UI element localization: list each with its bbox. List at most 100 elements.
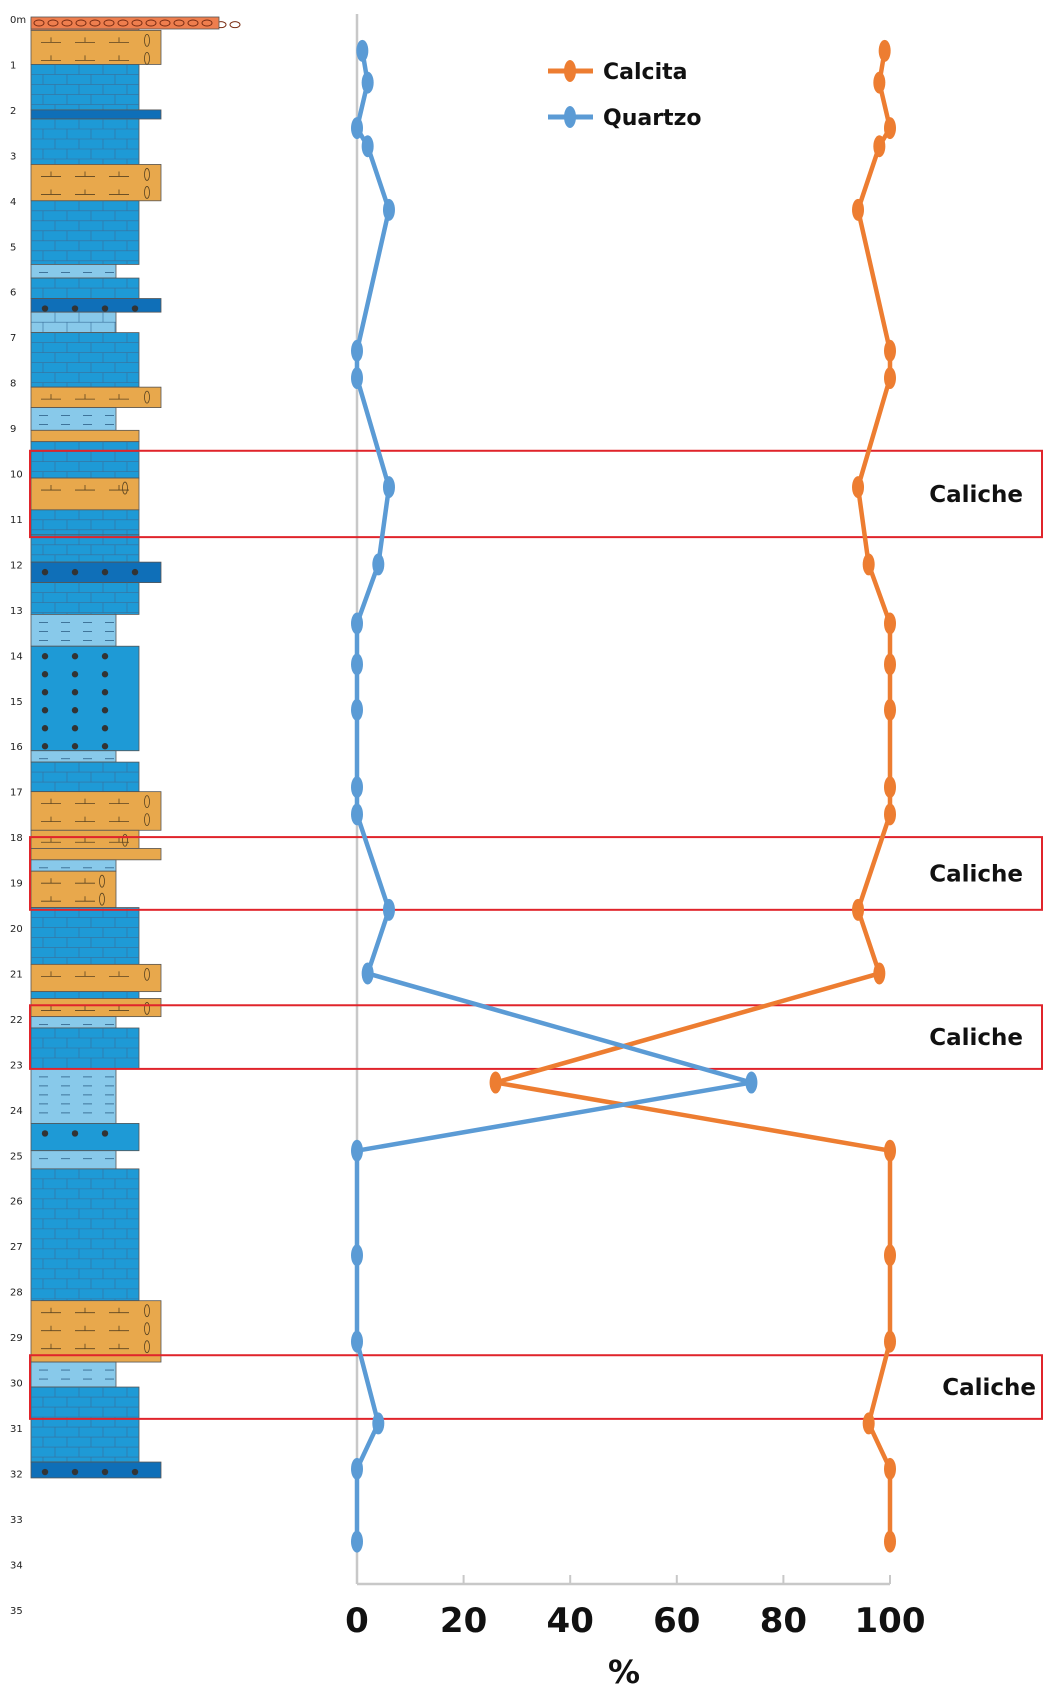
depth-label: 34 bbox=[10, 1560, 23, 1571]
data-point-quartzo bbox=[361, 71, 374, 94]
depth-label: 16 bbox=[10, 742, 23, 753]
bed-pattern bbox=[33, 19, 45, 27]
bed-pattern bbox=[71, 1130, 79, 1137]
data-point-quartzo bbox=[382, 898, 395, 921]
bed-pattern bbox=[131, 568, 139, 576]
bed-pattern bbox=[99, 874, 105, 888]
lithology-bed bbox=[30, 998, 162, 1018]
caliche-zone-label: Caliche bbox=[942, 1375, 1036, 1401]
bed-pattern bbox=[71, 568, 79, 576]
data-point-quartzo bbox=[382, 198, 395, 221]
bed-pattern bbox=[103, 19, 115, 27]
data-point-quartzo bbox=[351, 367, 363, 390]
lithology-bed bbox=[30, 1123, 140, 1152]
depth-label: 17 bbox=[10, 788, 23, 799]
lithology-bed bbox=[30, 109, 162, 120]
bed-pattern bbox=[159, 19, 171, 27]
caliche-zone-box bbox=[29, 836, 1043, 911]
depth-label: 3 bbox=[10, 151, 16, 162]
depth-label: 24 bbox=[10, 1106, 23, 1117]
depth-label: 6 bbox=[10, 288, 16, 299]
bed-pattern bbox=[71, 725, 79, 732]
lithology-bed bbox=[30, 1461, 162, 1479]
data-point-quartzo bbox=[351, 339, 363, 362]
bed-pattern bbox=[101, 1130, 109, 1137]
bed-pattern bbox=[144, 33, 150, 47]
bed-pattern bbox=[101, 653, 109, 660]
bed-pattern bbox=[41, 1130, 49, 1137]
chart-series bbox=[351, 39, 896, 1553]
data-point-calcita bbox=[884, 1139, 896, 1162]
data-point-calcita bbox=[884, 698, 896, 721]
depth-label: 15 bbox=[10, 697, 23, 708]
depth-label: 27 bbox=[10, 1242, 23, 1253]
lithology-bed bbox=[30, 332, 140, 388]
series-quartzo bbox=[351, 39, 758, 1553]
bed-pattern bbox=[101, 725, 109, 732]
bed-pattern bbox=[41, 743, 49, 750]
lithology-bed bbox=[30, 1016, 117, 1029]
data-point-calcita bbox=[852, 476, 865, 499]
depth-label: 13 bbox=[10, 606, 23, 617]
lithology-bed bbox=[30, 441, 140, 479]
data-point-calcita bbox=[884, 1244, 896, 1267]
bed-pattern bbox=[131, 19, 143, 27]
bed-pattern bbox=[144, 390, 150, 404]
bed-pattern bbox=[41, 725, 49, 732]
bed-pattern bbox=[61, 19, 73, 27]
lithology-bed bbox=[30, 561, 162, 583]
data-point-quartzo bbox=[351, 1244, 363, 1267]
x-tick-label: 60 bbox=[653, 1601, 700, 1641]
bed-pattern bbox=[41, 568, 49, 576]
bed-pattern bbox=[144, 51, 150, 65]
caliche-zones: Caliche Caliche Caliche Caliche bbox=[29, 449, 1043, 1420]
data-point-quartzo bbox=[351, 1457, 363, 1480]
series-line-quartzo bbox=[354, 50, 754, 1542]
depth-label: 14 bbox=[10, 651, 23, 662]
bed-pattern bbox=[101, 689, 109, 696]
depth-label: 23 bbox=[10, 1060, 23, 1071]
lithology-bed bbox=[30, 848, 162, 861]
caliche-zone-label: Caliche bbox=[929, 861, 1023, 887]
bed-pattern bbox=[201, 19, 213, 27]
bed-pattern bbox=[41, 671, 49, 678]
bed-pattern bbox=[101, 1468, 109, 1476]
depth-label: 5 bbox=[10, 242, 16, 253]
bed-pattern bbox=[41, 689, 49, 696]
data-point-quartzo bbox=[351, 653, 363, 676]
data-point-calcita bbox=[884, 339, 896, 362]
bed-pattern bbox=[144, 1340, 150, 1354]
legend-label: Quartzo bbox=[603, 106, 702, 131]
data-point-calcita bbox=[852, 198, 865, 221]
bed-pattern bbox=[71, 743, 79, 750]
depth-label: 11 bbox=[10, 515, 23, 526]
lithology-bed bbox=[30, 859, 117, 872]
data-point-quartzo bbox=[351, 698, 363, 721]
lithology-bed bbox=[30, 29, 162, 65]
depth-label: 26 bbox=[10, 1197, 23, 1208]
bed-pattern bbox=[131, 1468, 139, 1476]
depth-label: 29 bbox=[10, 1333, 23, 1344]
depth-label: 9 bbox=[10, 424, 16, 435]
depth-label: 18 bbox=[10, 833, 23, 844]
caliche-zone-box bbox=[29, 449, 1043, 539]
bed-pattern bbox=[122, 481, 128, 495]
lithology-bed bbox=[30, 645, 140, 752]
bed-pattern bbox=[71, 305, 79, 312]
x-tick-label: 100 bbox=[855, 1601, 926, 1641]
legend-swatch-marker bbox=[564, 106, 576, 128]
depth-axis-labels: 0m12345678910111213141516171819202122232… bbox=[10, 15, 26, 1617]
bed-pattern bbox=[99, 892, 105, 906]
bed-pattern bbox=[41, 653, 49, 660]
depth-label: 21 bbox=[10, 969, 23, 980]
bed-pattern bbox=[122, 833, 128, 847]
data-point-quartzo bbox=[351, 1139, 363, 1162]
bed-pattern bbox=[41, 305, 49, 312]
data-point-quartzo bbox=[351, 117, 363, 140]
x-axis-title: % bbox=[608, 1653, 640, 1688]
lithology-bed bbox=[30, 750, 117, 763]
series-line-calcita bbox=[493, 50, 893, 1542]
data-point-calcita bbox=[884, 776, 896, 799]
bed-pattern bbox=[144, 813, 150, 827]
